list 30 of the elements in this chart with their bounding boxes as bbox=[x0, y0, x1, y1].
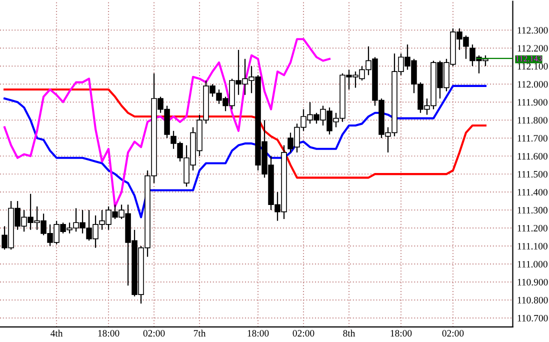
y-tick-label: 111.600 bbox=[518, 152, 548, 160]
y-tick-label: 111.700 bbox=[518, 134, 548, 142]
y-tick-label: 110.800 bbox=[518, 296, 548, 304]
y-tick-label: 111.900 bbox=[518, 99, 548, 106]
y-tick-label: 112.000 bbox=[518, 81, 548, 88]
y-tick-label: 112.200 bbox=[518, 45, 548, 52]
x-tick-label: 02:00 bbox=[442, 330, 464, 337]
y-tick-label: 111.300 bbox=[518, 206, 548, 214]
line-series bbox=[4, 84, 487, 218]
x-tick-label: 4th bbox=[50, 330, 63, 337]
y-tick-label: 111.800 bbox=[518, 116, 548, 124]
x-tick-label: 18:00 bbox=[390, 330, 412, 337]
y-tick-label: 111.500 bbox=[518, 170, 548, 178]
line-series bbox=[4, 38, 331, 208]
y-tick-label: 112.300 bbox=[518, 27, 548, 34]
ref-line-label: 112.143 bbox=[516, 56, 542, 62]
x-tick-label: 18:00 bbox=[98, 330, 120, 337]
y-tick-label: 110.900 bbox=[518, 278, 548, 286]
x-tick-label: 8th bbox=[343, 330, 356, 337]
y-tick-label: 111.100 bbox=[518, 242, 548, 250]
y-tick-label: 112.100 bbox=[518, 63, 548, 70]
y-tick-label: 110.700 bbox=[518, 314, 548, 322]
y-tick-label: 111.200 bbox=[518, 224, 548, 232]
line-series bbox=[4, 88, 487, 179]
y-tick-label: 111.400 bbox=[518, 188, 548, 196]
x-tick-label: 18:00 bbox=[248, 330, 269, 337]
x-tick-label: 02:00 bbox=[143, 330, 165, 337]
x-tick-label: 7th bbox=[194, 330, 206, 337]
x-tick-label: 02:00 bbox=[292, 330, 314, 337]
y-tick-label: 111.000 bbox=[518, 260, 548, 268]
